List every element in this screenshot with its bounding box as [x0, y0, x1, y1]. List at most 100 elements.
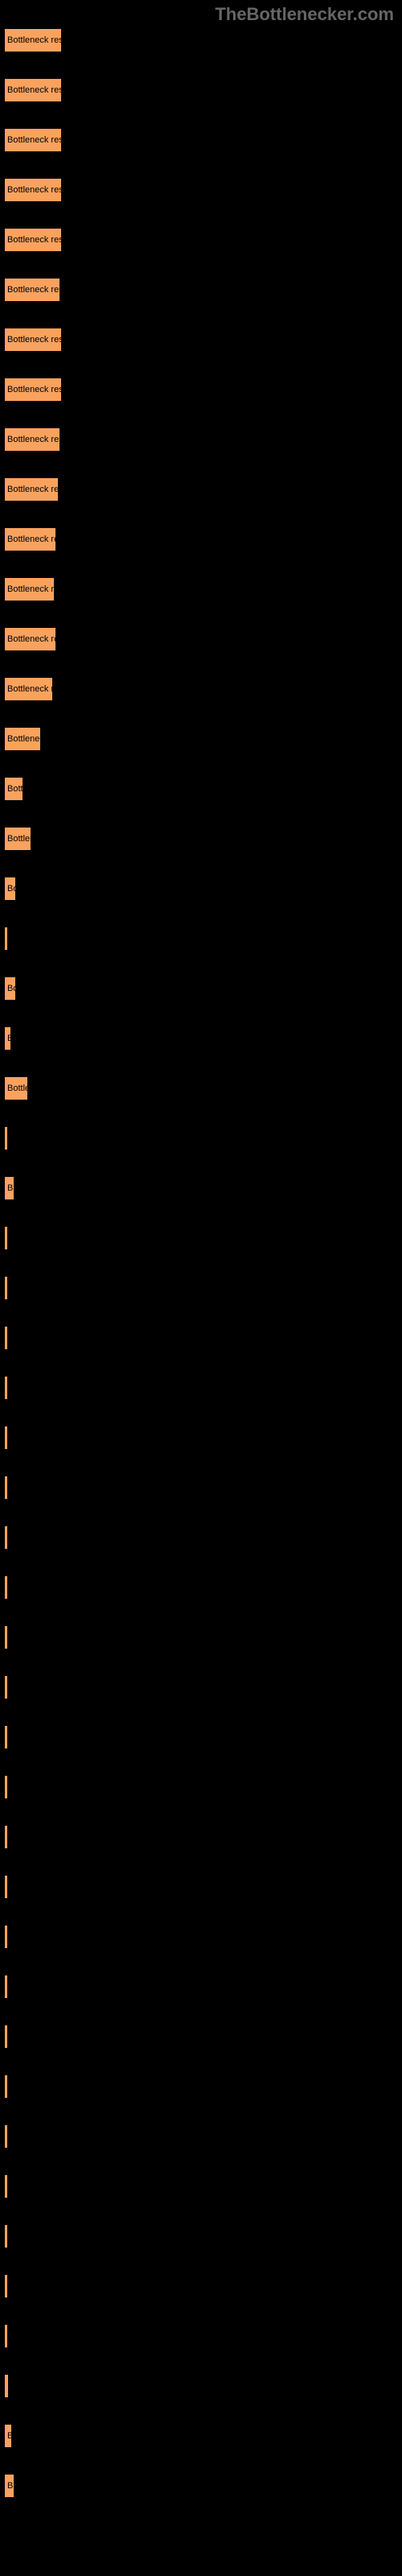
bar: B — [4, 1176, 14, 1200]
bar-row: Bottleneck resul — [4, 427, 398, 452]
bar — [4, 1925, 8, 1949]
bar-row: Bottleneck result — [4, 328, 398, 352]
bar — [4, 2224, 8, 2248]
bar-label: Bottleneck res — [7, 535, 56, 544]
bar: Bottleneck result — [4, 28, 62, 52]
bar: Bottleneck result — [4, 78, 62, 102]
bar-row — [4, 2174, 398, 2198]
bar — [4, 1226, 8, 1250]
bar-label: Bottleneck resu — [7, 485, 59, 494]
bar-label: Bott — [7, 784, 23, 794]
bar — [4, 1775, 8, 1799]
bar-label: Bottlenec — [7, 734, 41, 744]
bar — [4, 1326, 8, 1350]
bar-row: Bottleneck res — [4, 577, 398, 601]
bar-row — [4, 1825, 398, 1849]
bar-row — [4, 2025, 398, 2049]
bar-row — [4, 2124, 398, 2149]
bar-row: Bottleneck result — [4, 178, 398, 202]
watermark-text: TheBottlenecker.com — [215, 4, 394, 25]
bar — [4, 2274, 8, 2298]
bar — [4, 1625, 8, 1649]
bar-label: Bottleneck res — [7, 634, 56, 644]
bar-row — [4, 1426, 398, 1450]
bar — [4, 2025, 8, 2049]
bar — [4, 2124, 8, 2149]
bar-label: Bottleneck re — [7, 684, 53, 694]
bar: Bottleneck result — [4, 228, 62, 252]
bar — [4, 1126, 8, 1150]
bar-label: Bottleneck result — [7, 85, 62, 95]
bar: Bottleneck resu — [4, 477, 59, 502]
bar: Bottlen — [4, 827, 31, 851]
bar-row — [4, 1476, 398, 1500]
bar-row: B — [4, 1176, 398, 1200]
bar-label: Bottle — [7, 1084, 28, 1093]
bar: Bottleneck result — [4, 328, 62, 352]
bar-row: Bottlenec — [4, 727, 398, 751]
bar-row — [4, 2224, 398, 2248]
bar-row — [4, 1376, 398, 1400]
bar-row: Bottlen — [4, 827, 398, 851]
bar-label: Bottleneck resul — [7, 435, 60, 444]
bar-label: Bottleneck res — [7, 584, 55, 594]
bar — [4, 927, 8, 951]
bar: Bottleneck result — [4, 378, 62, 402]
bar — [4, 1426, 8, 1450]
bar-row — [4, 1625, 398, 1649]
bar-row: Bottleneck re — [4, 677, 398, 701]
bar-row — [4, 2274, 398, 2298]
bar-label: B — [7, 1034, 11, 1043]
bar — [4, 1725, 8, 1749]
bar-label: Bo — [7, 884, 16, 894]
bar-label: B — [7, 1183, 13, 1193]
bar: B — [4, 1026, 11, 1051]
bar-row: Bottle — [4, 1076, 398, 1100]
bar: Bottleneck result — [4, 178, 62, 202]
bar-row — [4, 1126, 398, 1150]
bar-row: Bottleneck result — [4, 378, 398, 402]
bar-label: Bottleneck result — [7, 135, 62, 145]
bar-row — [4, 1725, 398, 1749]
bar-row: Bottleneck result — [4, 78, 398, 102]
bar-row — [4, 1875, 398, 1899]
bar-row: Bo — [4, 877, 398, 901]
bar: Bott — [4, 777, 23, 801]
bar-row: Bottleneck resul — [4, 278, 398, 302]
bar: Bottlenec — [4, 727, 41, 751]
bar-row: Bottleneck result — [4, 28, 398, 52]
bar-label: Bo — [7, 984, 16, 993]
bar: Bottleneck result — [4, 128, 62, 152]
bar-label: Bottleneck result — [7, 35, 62, 45]
bar-row — [4, 927, 398, 951]
bar-row: B — [4, 2424, 398, 2448]
bar — [4, 1575, 8, 1600]
bar-row — [4, 2324, 398, 2348]
bar-row — [4, 1925, 398, 1949]
bar: B — [4, 2424, 12, 2448]
bar-label: Bottleneck result — [7, 235, 62, 245]
bar: Bottle — [4, 1076, 28, 1100]
bar — [4, 2174, 8, 2198]
bar-row: Bottleneck resu — [4, 477, 398, 502]
bar — [4, 2374, 9, 2398]
bar — [4, 1875, 8, 1899]
bar-label: Bottleneck result — [7, 335, 62, 345]
bar — [4, 2324, 8, 2348]
bar-row — [4, 1226, 398, 1250]
bar-row — [4, 1975, 398, 1999]
bar-row — [4, 1575, 398, 1600]
bar: Bo — [4, 877, 16, 901]
bar-row — [4, 1525, 398, 1550]
bar-label: B — [7, 2481, 13, 2491]
bar — [4, 1975, 8, 1999]
bar: Bottleneck resul — [4, 427, 60, 452]
bar-row: Bottleneck result — [4, 128, 398, 152]
bar: Bottleneck res — [4, 577, 55, 601]
bar-row — [4, 2374, 398, 2398]
bar-row: B — [4, 2474, 398, 2498]
bar-label: Bottleneck result — [7, 385, 62, 394]
bar: Bottleneck re — [4, 677, 53, 701]
bar: B — [4, 2474, 14, 2498]
bar-row — [4, 1276, 398, 1300]
